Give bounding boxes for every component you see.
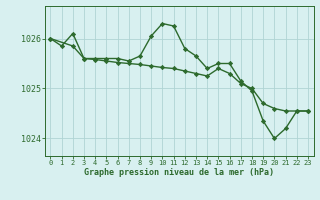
X-axis label: Graphe pression niveau de la mer (hPa): Graphe pression niveau de la mer (hPa) <box>84 168 274 177</box>
